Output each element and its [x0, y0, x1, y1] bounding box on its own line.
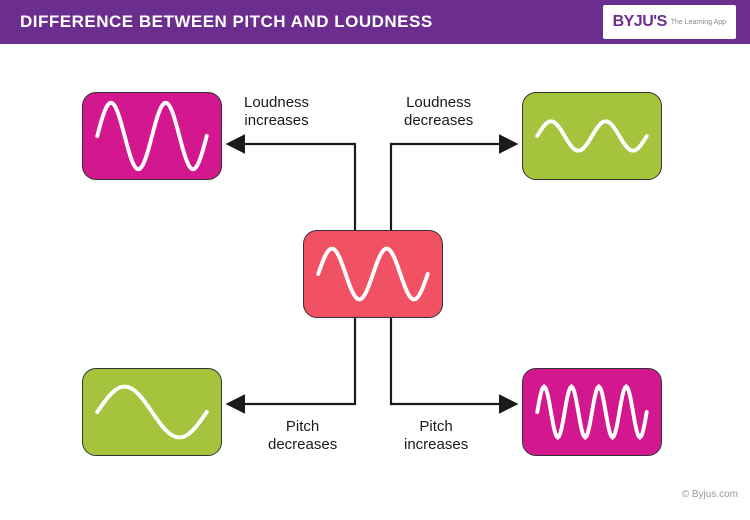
- label-line: decreases: [404, 112, 473, 129]
- label-pitch-increases: Pitch increases: [404, 418, 468, 454]
- wave-box-pitch-decrease: [82, 368, 222, 456]
- label-line: Pitch: [419, 418, 452, 435]
- header-bar: DIFFERENCE BETWEEN PITCH AND LOUDNESS BY…: [0, 0, 750, 44]
- diagram-canvas: Loudness increases Loudness decreases Pi…: [0, 44, 750, 504]
- wave-path: [97, 103, 206, 169]
- wave-box-center: [303, 230, 443, 318]
- wave-path: [537, 387, 646, 438]
- wave-path: [318, 249, 427, 300]
- label-loudness-decreases: Loudness decreases: [404, 94, 473, 130]
- label-line: Loudness: [406, 94, 471, 111]
- wave-box-loudness-decrease: [522, 92, 662, 180]
- label-line: decreases: [268, 436, 337, 453]
- brand-logo: BYJU'S The Learning App: [603, 5, 736, 39]
- label-loudness-increases: Loudness increases: [244, 94, 309, 130]
- label-line: increases: [244, 112, 308, 129]
- wave-box-loudness-increase: [82, 92, 222, 180]
- wave-box-pitch-increase: [522, 368, 662, 456]
- wave-path: [97, 387, 206, 438]
- page-title: DIFFERENCE BETWEEN PITCH AND LOUDNESS: [20, 12, 433, 32]
- copyright-text: © Byjus.com: [682, 489, 738, 500]
- label-pitch-decreases: Pitch decreases: [268, 418, 337, 454]
- label-line: increases: [404, 436, 468, 453]
- logo-tagline: The Learning App: [671, 19, 726, 26]
- wave-path: [537, 121, 646, 150]
- label-line: Pitch: [286, 418, 319, 435]
- logo-text: BYJU'S: [613, 13, 667, 31]
- label-line: Loudness: [244, 94, 309, 111]
